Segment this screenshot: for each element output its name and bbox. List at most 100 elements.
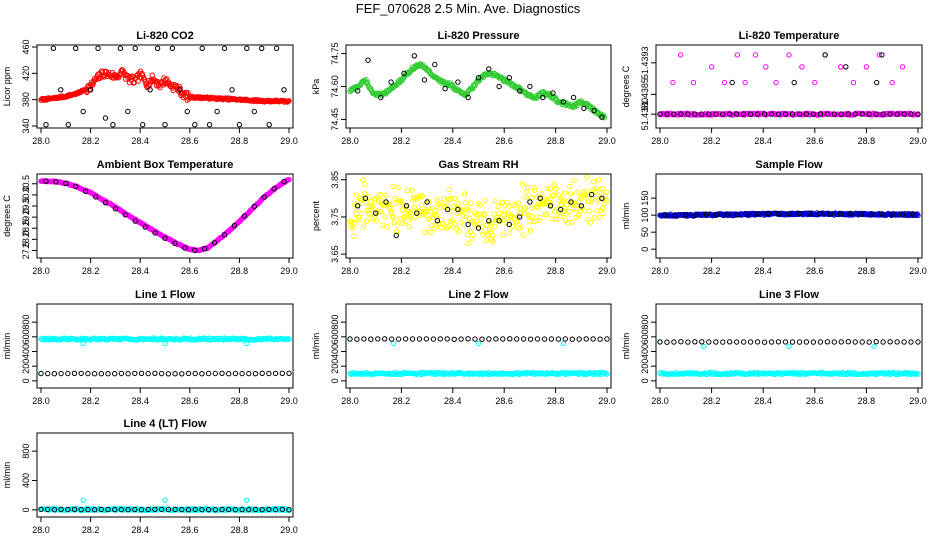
y-tick-label: 0 [21,507,31,512]
y-tick-label: 800 [330,315,340,330]
data-point [162,122,168,128]
data-point [132,218,138,224]
plot-frame [36,173,294,259]
data-point [219,506,225,513]
data-point [559,196,565,202]
x-tick-label: 28.2 [703,136,721,146]
data-point [422,229,428,235]
data-point [591,215,597,221]
data-point [901,111,907,117]
data-point [252,371,259,377]
data-point [285,335,291,342]
data-point [281,178,287,185]
data-point [562,336,568,342]
data-point [368,204,375,210]
data-point [541,201,547,207]
data-point [355,88,361,94]
data-point [520,232,526,238]
data-point [271,186,277,192]
data-point [727,339,733,345]
data-point [836,370,842,376]
data-point [390,183,396,190]
data-point [806,210,813,216]
data-point [80,340,86,347]
data-point [699,111,705,117]
data-point [866,111,872,117]
data-point [273,45,280,51]
y-axis-label: ml/min [2,333,12,360]
data-point [192,247,198,254]
data-point [261,194,267,200]
y-tick-label: 0 [640,247,650,252]
data-point [745,211,751,217]
plot-frame [36,44,294,129]
data-point [763,64,769,70]
data-point [690,79,697,86]
data-point [678,111,684,117]
data-point [351,201,357,208]
data-point [406,224,413,230]
data-point [459,208,466,214]
data-point [362,181,368,188]
panel-title: Gas Stream RH [438,159,518,171]
x-tick-label: 29.0 [280,525,298,535]
data-point [53,179,59,185]
data-point [852,111,858,117]
data-point [90,81,96,87]
data-point [83,88,89,95]
series-line2-0 [347,369,610,378]
chart-panel-line1: Line 1 Flow 28.0 28.2 28.4 28.6 28.8 29.0 0 2004… [2,289,298,406]
data-point [523,194,529,201]
data-point [560,340,566,347]
data-point [212,507,219,513]
data-point [879,211,885,217]
data-point [708,64,715,70]
series-line4-1 [80,497,250,503]
data-point [80,108,86,115]
data-point [199,506,205,513]
data-point [112,506,118,513]
data-point [475,75,482,81]
data-point [382,336,388,342]
data-point [472,336,478,342]
data-point [43,178,49,185]
data-point [507,336,513,342]
plot-frame [345,303,612,389]
y-tick-label: 380 [21,92,31,107]
x-tick-label: 28.6 [806,266,824,276]
x-tick-label: 28.0 [651,266,669,276]
data-point [529,205,535,211]
data-point [706,111,712,117]
data-point [455,200,461,207]
x-tick-label: 28.2 [82,136,100,146]
data-point [543,211,549,218]
x-tick-label: 28.4 [131,136,149,146]
y-tick-label: 600 [21,329,31,344]
data-point [251,108,258,115]
data-point [364,79,371,86]
y-tick-label: 200 [330,359,340,374]
data-point [373,218,380,224]
data-point [226,371,232,377]
data-point [741,111,747,117]
y-tick-label: 30.0 [21,186,31,204]
panel-title: Li-820 CO2 [136,30,193,42]
data-point [534,205,541,211]
data-point [671,339,677,345]
figure-title: FEF_070628 2.5 Min. Ave. Diagnostics [355,1,581,16]
data-point [578,203,584,209]
data-point [547,186,554,192]
data-point [50,45,57,51]
x-axis: 28.0 28.2 28.4 28.6 28.8 29.0 [341,388,616,406]
series-line4-2 [38,506,292,513]
data-point [496,83,502,90]
data-point [734,52,741,58]
data-point [514,214,521,220]
data-point [414,210,420,216]
data-point [350,233,357,240]
y-axis-label: ml/min [2,462,12,489]
data-point [177,87,183,93]
data-point [588,199,594,205]
data-point [549,215,555,222]
